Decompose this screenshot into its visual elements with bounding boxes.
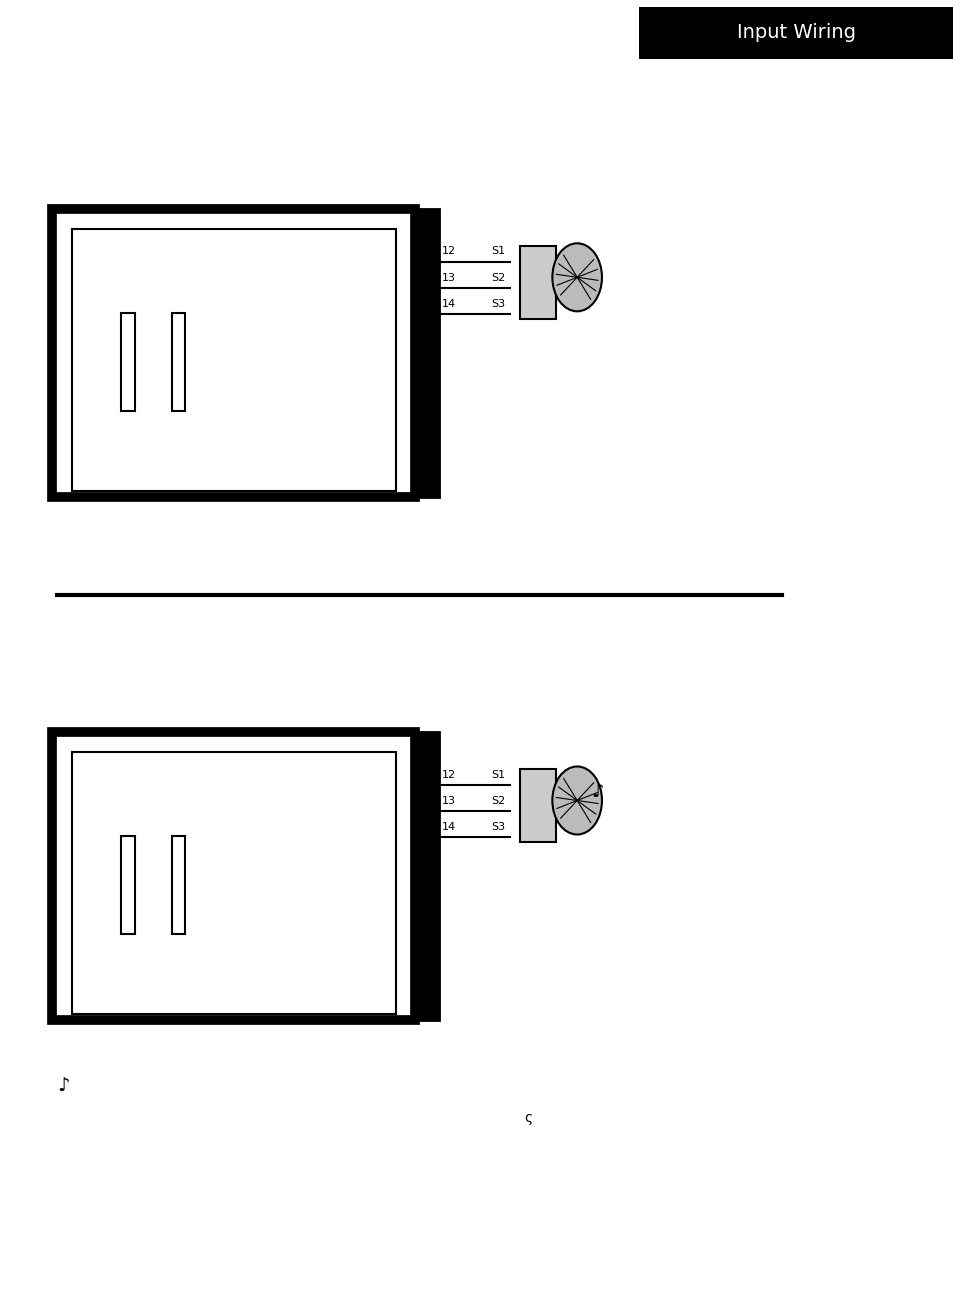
Text: 14: 14: [441, 298, 456, 309]
FancyBboxPatch shape: [121, 313, 134, 411]
FancyBboxPatch shape: [71, 752, 395, 1014]
FancyBboxPatch shape: [71, 229, 395, 490]
FancyBboxPatch shape: [519, 246, 556, 319]
FancyBboxPatch shape: [52, 209, 415, 497]
FancyBboxPatch shape: [121, 836, 134, 934]
Text: 14: 14: [441, 821, 456, 832]
Text: S3: S3: [491, 298, 505, 309]
Text: 13: 13: [441, 272, 456, 283]
Text: S1: S1: [491, 246, 505, 256]
FancyBboxPatch shape: [415, 209, 438, 497]
Text: S2: S2: [491, 795, 505, 806]
Text: S3: S3: [491, 821, 505, 832]
Circle shape: [552, 766, 601, 835]
FancyBboxPatch shape: [415, 732, 438, 1020]
FancyBboxPatch shape: [639, 7, 953, 59]
FancyBboxPatch shape: [172, 313, 185, 411]
Text: ♪: ♪: [57, 1076, 70, 1095]
Text: 13: 13: [441, 795, 456, 806]
FancyBboxPatch shape: [519, 769, 556, 842]
Circle shape: [552, 243, 601, 311]
Text: ς: ς: [524, 1112, 533, 1125]
Text: 12: 12: [441, 769, 456, 780]
Text: S2: S2: [491, 272, 505, 283]
Text: S1: S1: [491, 769, 505, 780]
FancyBboxPatch shape: [172, 836, 185, 934]
Text: ♪: ♪: [591, 782, 603, 800]
Text: 12: 12: [441, 246, 456, 256]
FancyBboxPatch shape: [52, 732, 415, 1020]
Text: Input Wiring: Input Wiring: [737, 24, 855, 42]
